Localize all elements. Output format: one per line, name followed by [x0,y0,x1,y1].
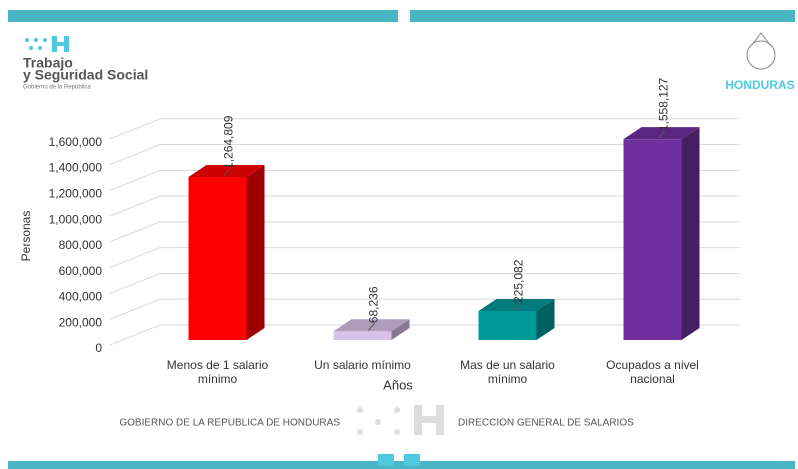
brand-line: y Seguridad Social [23,67,148,83]
y-tick-label: 0 [95,341,102,355]
bar-side [536,298,555,340]
y-tick-label: 1,200,000 [49,187,103,201]
label-leader [658,130,665,139]
y-tick-label: 1,600,000 [49,135,103,149]
label-leader [223,168,230,177]
bar-top [623,127,700,140]
grid-line [109,169,740,191]
bar-top [333,319,410,332]
y-tick-label: 1,400,000 [49,161,103,175]
y-tick-label: 200,000 [59,315,103,329]
x-tick-label: Menos de 1 salario mínimo [166,358,269,386]
bar-side [246,164,265,340]
logo-mark [25,36,69,52]
value-label: 1,558,127 [657,77,671,131]
footer-text: DIRECCION GENERAL DE SALARIOS [458,418,634,429]
label-leader [513,302,520,311]
brand-sub: Gobierno de la República [23,85,91,91]
bar-side [681,127,700,340]
grid-line [109,144,740,166]
bar-top [188,164,265,177]
bar-side [391,319,410,340]
y-tick-label: 800,000 [59,238,103,252]
bar [333,331,392,340]
top-bar [410,10,795,22]
x-tick-label: Mas de un salario mínimo [460,358,555,386]
grid-line [109,195,740,217]
x-axis-label: Años [383,377,413,392]
bar [478,310,537,340]
bottom-tab [378,454,394,466]
bar [188,176,247,340]
y-tick-label: 400,000 [59,290,103,304]
grid-line [109,247,740,269]
label-leader [368,322,375,331]
value-label: 225,082 [512,259,526,303]
brand-line: Trabajo [23,55,73,71]
y-tick-label: 1,000,000 [49,212,103,226]
x-tick-label: Un salario mínimo [314,358,411,372]
grid-line [109,272,740,294]
value-label: 68,236 [367,286,381,323]
grid-line [109,118,740,140]
footer-text: GOBIERNO DE LA REPUBLICA DE HONDURAS [119,418,340,429]
bottom-bar [8,461,795,469]
footer-mark [357,405,444,435]
y-axis-label: Personas [19,211,33,262]
bar-top [478,298,555,311]
bar [623,139,682,340]
bottom-tab [404,454,420,466]
top-bar [8,10,398,22]
value-label: 1,264,809 [222,115,236,169]
right-logo: HONDURAS [725,78,794,92]
coat-of-arms [746,32,776,70]
grid-line [109,221,740,243]
x-tick-label: Ocupados a nivel nacional [606,358,699,386]
y-tick-label: 600,000 [59,264,103,278]
